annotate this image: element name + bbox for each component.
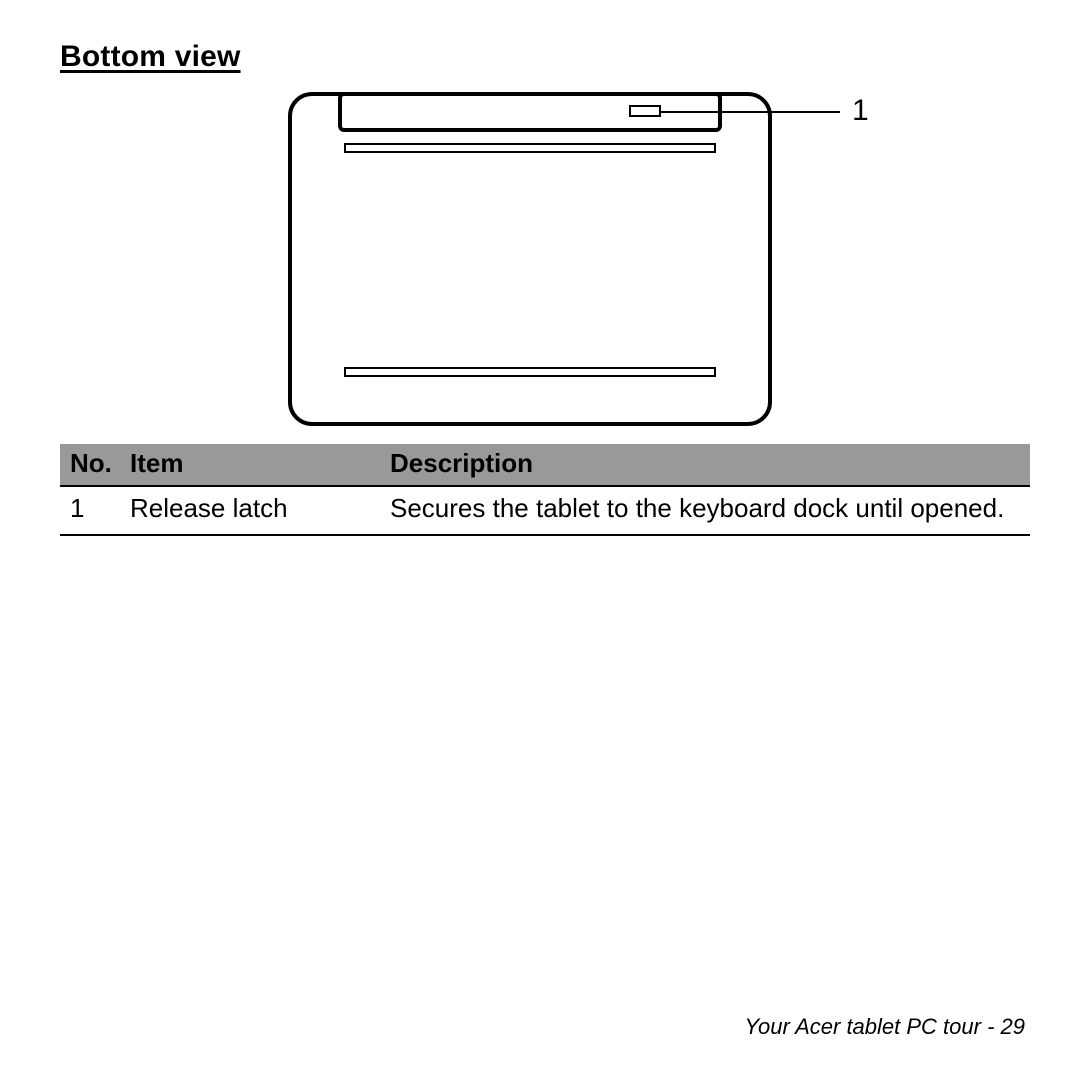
col-header-item: Item: [120, 444, 380, 486]
cell-no: 1: [60, 486, 120, 535]
device-bottom-illustration: [280, 84, 860, 434]
bottom-view-diagram: 1: [60, 84, 1030, 434]
callout-number-1: 1: [852, 94, 869, 128]
footer-page-number: 29: [1001, 1014, 1025, 1039]
cell-description: Secures the tablet to the keyboard dock …: [380, 486, 1030, 535]
parts-table: No. Item Description 1 Release latch Sec…: [60, 444, 1030, 536]
page-footer: Your Acer tablet PC tour - 29: [745, 1014, 1025, 1040]
section-heading: Bottom view: [60, 40, 1030, 74]
col-header-no: No.: [60, 444, 120, 486]
footer-text: Your Acer tablet PC tour -: [745, 1014, 1001, 1039]
page: Bottom view 1 No. Item Description: [0, 0, 1080, 1080]
table-header-row: No. Item Description: [60, 444, 1030, 486]
cell-item: Release latch: [120, 486, 380, 535]
col-header-description: Description: [380, 444, 1030, 486]
table-row: 1 Release latch Secures the tablet to th…: [60, 486, 1030, 535]
